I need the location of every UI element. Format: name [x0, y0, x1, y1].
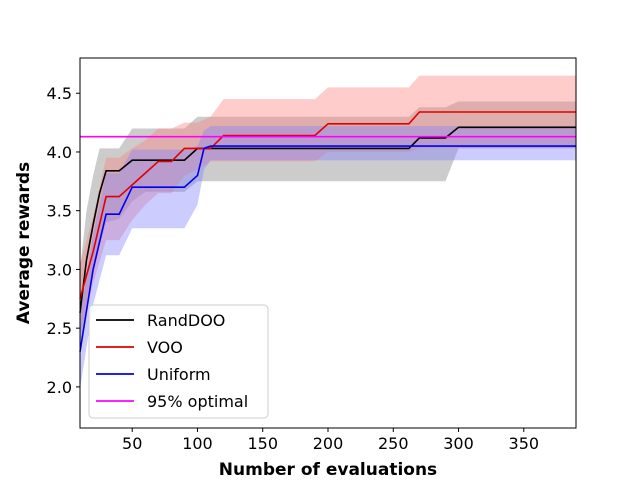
legend-box [88, 304, 269, 419]
x-tick-label: 350 [509, 434, 540, 453]
x-axis-label: Number of evaluations [219, 460, 437, 480]
legend-label-95-optimal: 95% optimal [147, 392, 248, 411]
y-tick-label: 3.0 [47, 260, 72, 279]
uniform-band [80, 126, 576, 390]
confidence-bands [80, 75, 576, 390]
randdoo-band [80, 101, 576, 352]
uniform-line [79, 145, 576, 352]
y-tick-label: 2.0 [47, 378, 72, 397]
x-tick-label: 200 [313, 434, 344, 453]
legend-label-voo: VOO [147, 338, 183, 357]
y-axis: 2.0 2.5 3.0 3.5 4.0 4.5 [47, 84, 80, 397]
voo-line [79, 111, 576, 300]
y-axis-label: Average rewards [14, 162, 34, 324]
y-tick-label: 3.5 [47, 202, 72, 221]
legend-label-uniform: Uniform [147, 365, 211, 384]
x-tick-label: 50 [122, 434, 142, 453]
x-tick-label: 300 [443, 434, 474, 453]
voo-band [80, 75, 576, 334]
y-tick-label: 2.5 [47, 319, 72, 338]
series-lines [79, 111, 576, 352]
y-tick-label: 4.5 [47, 84, 72, 103]
legend: RandDOO VOO Uniform 95% optimal [88, 304, 269, 419]
x-axis: 50 100 150 200 250 300 350 [122, 428, 539, 453]
x-tick-label: 150 [247, 434, 278, 453]
x-tick-label: 250 [378, 434, 409, 453]
x-tick-label: 100 [182, 434, 213, 453]
legend-label-randdoo: RandDOO [147, 311, 225, 330]
y-tick-label: 4.0 [47, 143, 72, 162]
